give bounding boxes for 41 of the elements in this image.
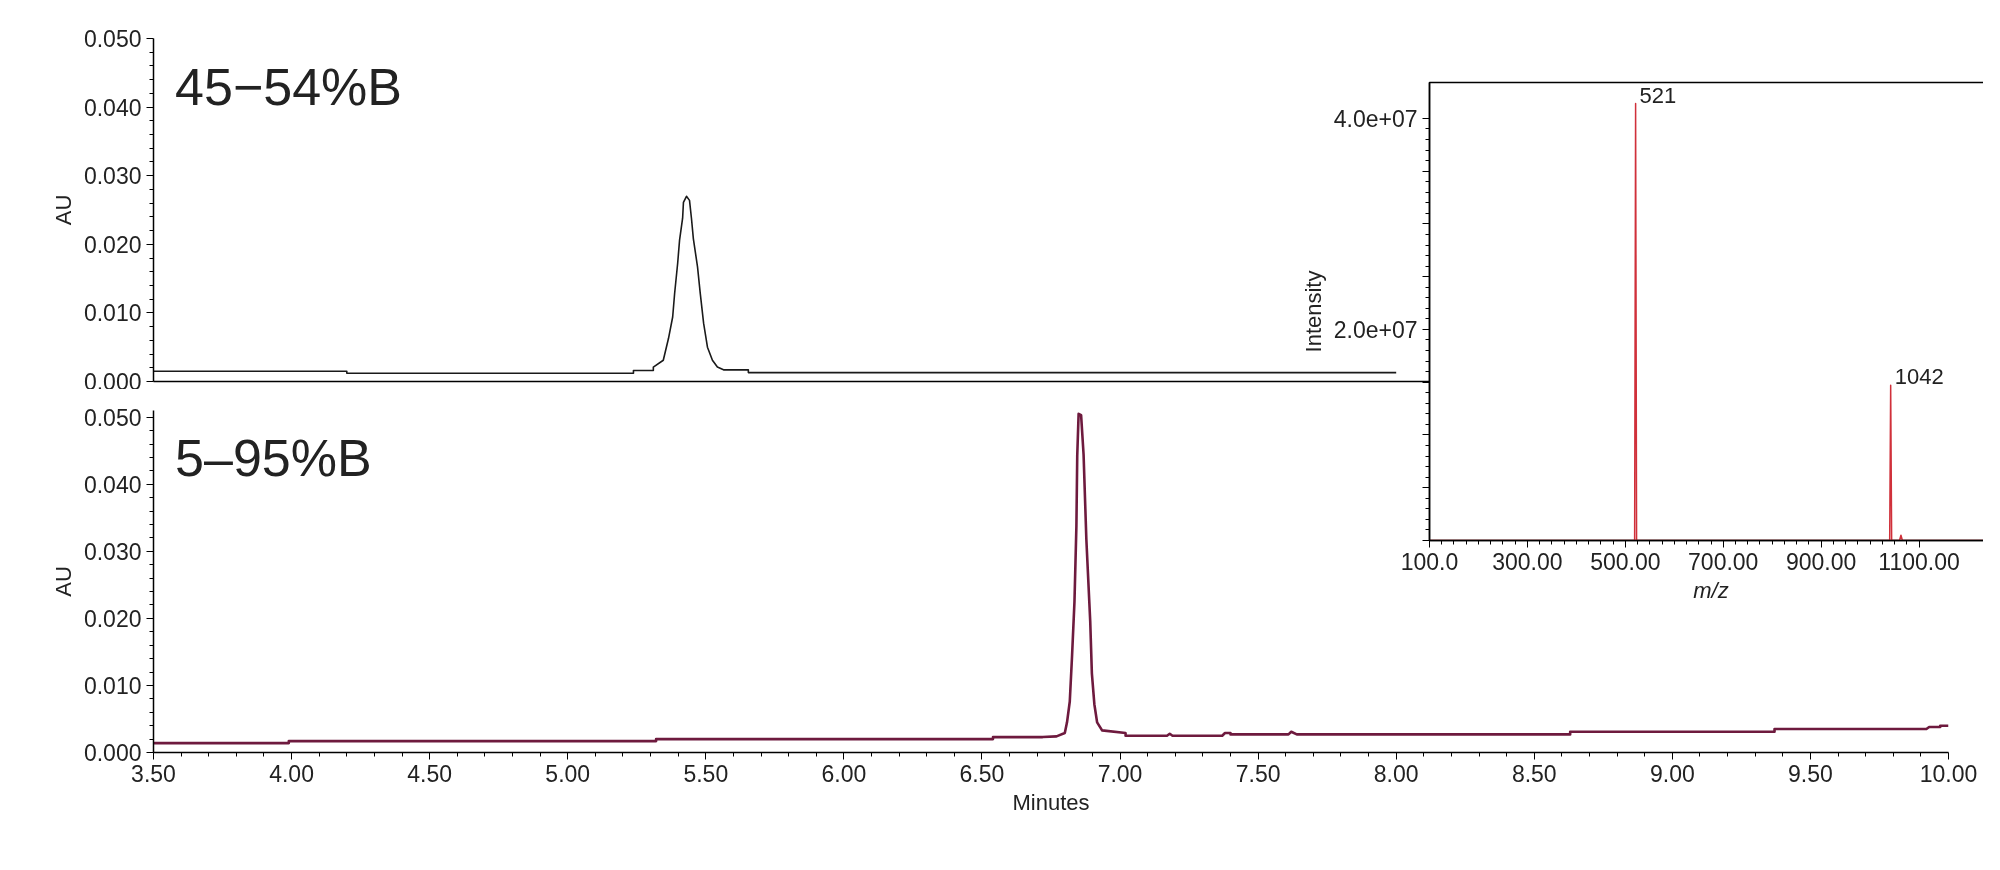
x-tick-label: 8.50 (1511, 760, 1557, 787)
x-axis-title: m/z (1693, 577, 1729, 603)
y-tick-label: 0.040 (83, 471, 142, 498)
y-tick-label: 0.050 (83, 26, 142, 52)
x-axis-title: Minutes (1012, 789, 1090, 815)
x-tick-label: 500.00 (1590, 548, 1661, 575)
x-tick-label: 6.00 (821, 760, 867, 787)
x-tick-label: 100.0 (1400, 548, 1459, 575)
x-tick-label: 4.00 (269, 760, 314, 787)
y-tick-label: 4.0e+07 (1333, 105, 1418, 132)
x-tick-label: 700.00 (1688, 548, 1759, 575)
y-tick-label: 0.030 (83, 163, 142, 190)
y-tick-label: 0.010 (83, 300, 142, 327)
y-tick-label: 2.0e+07 (1333, 316, 1418, 343)
x-tick-label: 6.50 (959, 760, 1005, 787)
x-tick-label: 4.50 (407, 760, 453, 787)
x-tick-label: 10.00 (1919, 760, 1978, 787)
x-tick-label: 8.00 (1373, 760, 1419, 787)
y-tick-label: 0.020 (83, 605, 142, 632)
y-tick-label: 0.050 (83, 404, 142, 431)
y-tick-label: 0.030 (83, 538, 142, 565)
x-tick-label: 7.50 (1235, 760, 1281, 787)
x-tick-label: 5.00 (545, 760, 591, 787)
annotation: 521 (1639, 82, 1677, 108)
x-tick-label: 900.00 (1785, 548, 1857, 575)
annotation: 5–95%B (175, 429, 372, 488)
x-tick-label: 9.00 (1649, 760, 1695, 787)
x-tick-label: 9.50 (1788, 760, 1833, 787)
y-axis-title: AU (50, 566, 76, 597)
x-tick-label: 300.00 (1492, 548, 1563, 575)
x-tick-label: 5.50 (683, 760, 729, 787)
y-axis-title: AU (50, 194, 76, 226)
x-tick-label: 7.00 (1097, 760, 1143, 787)
annotation: 1042 (1894, 364, 1944, 390)
y-axis-title: Intensity (1300, 270, 1326, 353)
y-tick-label: 0.040 (83, 94, 142, 121)
y-tick-label: 0.010 (83, 672, 142, 699)
annotation: 45−54%B (175, 57, 403, 116)
x-tick-label: 1100.00 (1878, 548, 1960, 575)
y-tick-label: 0.000 (83, 368, 142, 395)
y-tick-label: 0.020 (83, 231, 142, 258)
